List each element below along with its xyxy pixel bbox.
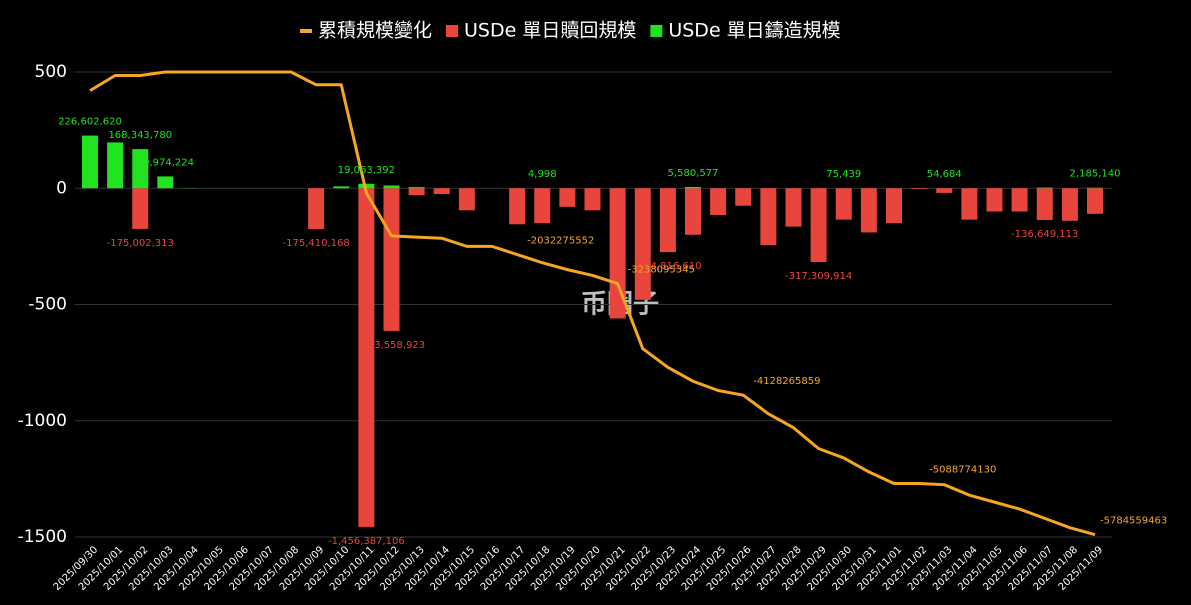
legend-label: 累積規模變化 xyxy=(318,20,432,42)
bar xyxy=(509,188,526,225)
bar xyxy=(534,188,551,224)
legend-swatch xyxy=(446,25,459,37)
bar xyxy=(358,183,375,189)
value-label: 5,580,577 xyxy=(668,168,719,179)
bar xyxy=(308,188,325,230)
value-label: 4,998 xyxy=(528,169,557,180)
bar xyxy=(961,188,978,220)
line-annotation: -2032275552 xyxy=(527,236,594,247)
bar xyxy=(333,186,350,189)
line-annotation: -5784559463 xyxy=(1100,516,1167,527)
line-annotation: -3238095345 xyxy=(628,265,695,276)
legend-swatch xyxy=(650,25,663,37)
bar xyxy=(785,188,802,227)
legend-label: USDe 單日贖回規模 xyxy=(464,20,636,42)
y-tick-label: 0 xyxy=(56,178,67,198)
bar xyxy=(132,149,149,189)
bar xyxy=(860,188,877,233)
bar xyxy=(1036,188,1053,221)
bar xyxy=(835,188,852,220)
value-label: -1,456,387,106 xyxy=(328,536,405,547)
bar xyxy=(107,142,124,189)
legend-label: USDe 單日鑄造規模 xyxy=(668,20,840,42)
bar xyxy=(82,135,98,189)
bar xyxy=(810,188,827,263)
line-annotation: -4128265859 xyxy=(753,376,820,387)
value-label: 2,185,140 xyxy=(1070,169,1121,180)
bar xyxy=(1087,188,1103,214)
value-label: -613,558,923 xyxy=(358,340,425,351)
value-label: -175,410,168 xyxy=(283,238,350,249)
bar xyxy=(609,188,626,319)
bar xyxy=(760,188,777,246)
value-label: -136,649,113 xyxy=(1011,229,1078,240)
value-label: 50,974,224 xyxy=(137,157,194,168)
y-tick-label: -500 xyxy=(28,295,67,315)
bar xyxy=(1061,188,1078,221)
bar xyxy=(1087,187,1103,189)
value-label: 54,684 xyxy=(927,169,962,180)
bar xyxy=(1011,188,1028,212)
y-tick-label: 500 xyxy=(35,62,67,82)
bar xyxy=(710,188,727,215)
bar xyxy=(936,188,953,193)
bar xyxy=(433,188,450,195)
legend-swatch xyxy=(300,29,312,33)
value-label: 75,439 xyxy=(826,169,861,180)
value-label: 19,063,392 xyxy=(338,165,395,176)
value-label: -317,309,914 xyxy=(785,271,852,282)
bar xyxy=(408,188,425,196)
bar xyxy=(634,188,651,300)
y-tick-label: -1000 xyxy=(18,411,67,431)
bar xyxy=(358,188,375,527)
bar xyxy=(157,176,174,189)
line-annotation: -5088774130 xyxy=(929,465,996,476)
value-label: -274,816,610 xyxy=(634,261,701,272)
bar xyxy=(911,188,928,189)
bar xyxy=(685,186,701,189)
bar xyxy=(383,188,400,331)
bar xyxy=(584,188,601,211)
bar xyxy=(659,188,676,253)
bar xyxy=(383,185,400,189)
value-label: 226,602,620 xyxy=(58,117,122,128)
value-label: 168,343,780 xyxy=(108,130,172,141)
bar xyxy=(559,188,576,207)
bar xyxy=(735,188,752,206)
bar xyxy=(458,188,475,211)
bar xyxy=(886,188,902,224)
y-tick-label: -1500 xyxy=(18,527,67,547)
value-label: -175,002,313 xyxy=(107,238,174,249)
bar xyxy=(986,188,1003,212)
bar xyxy=(1036,187,1053,189)
bar xyxy=(132,188,149,229)
bar xyxy=(408,187,425,189)
bar xyxy=(685,188,701,235)
line xyxy=(89,70,1096,537)
